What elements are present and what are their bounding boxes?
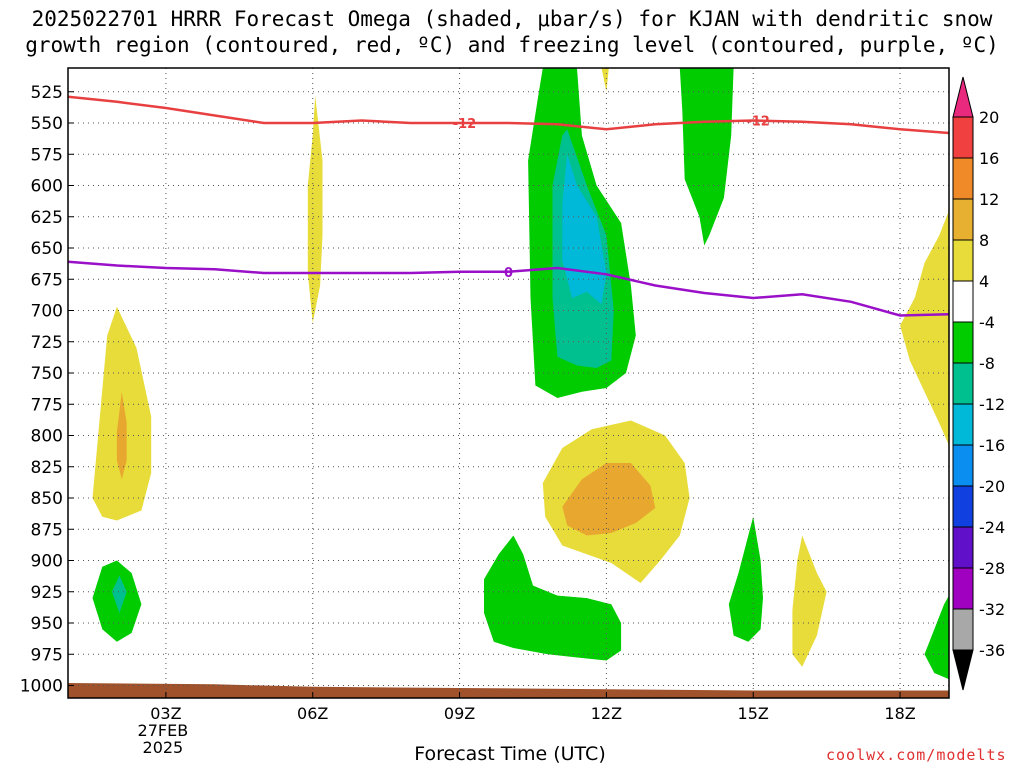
contour-line--12 — [68, 95, 949, 135]
colorbar-label--12: -12 — [979, 395, 1005, 414]
x-tick-label-03Z: 03Z — [150, 704, 181, 723]
omega-region-9 — [562, 154, 607, 305]
contour-label-0: 0 — [504, 266, 513, 281]
omega-region-13 — [484, 535, 622, 661]
omega-region-15 — [728, 516, 763, 642]
x-tick-label-15Z: 15Z — [738, 704, 769, 723]
contour-layer: -12 -12 0 — [68, 95, 949, 317]
colorbar-box-11 — [952, 526, 974, 569]
colorbar-bottom-arrow — [952, 649, 974, 691]
colorbar-label-8: 8 — [979, 231, 989, 250]
x-tick-label-18Z: 18Z — [884, 704, 915, 723]
colorbar-label--32: -32 — [979, 600, 1005, 619]
colorbar-label--4: -4 — [979, 313, 995, 332]
contour-label--12: -12 — [746, 115, 770, 130]
colorbar-box-13 — [952, 608, 974, 651]
y-tick-label-775: 775 — [31, 395, 63, 415]
colorbar-box-2 — [952, 157, 974, 200]
colorbar-label--8: -8 — [979, 354, 995, 373]
colorbar-box-1 — [952, 116, 974, 159]
pressure-axis: 525 550 575 600 625 650 675 700 725 750 775 800 825 8… — [20, 83, 74, 697]
x-tick-label-09Z: 09Z — [444, 704, 475, 723]
y-tick-label-750: 750 — [31, 364, 63, 384]
y-tick-label-950: 950 — [31, 614, 63, 634]
y-tick-label-525: 525 — [31, 83, 63, 103]
y-tick-label-700: 700 — [31, 302, 63, 322]
omega-region-2 — [116, 391, 127, 480]
colorbar-box-3 — [952, 198, 974, 241]
colorbar-top-arrow — [952, 76, 974, 118]
contour-line-0 — [68, 260, 949, 317]
colorbar-label--20: -20 — [979, 477, 1005, 496]
omega-region-18 — [924, 595, 949, 680]
y-tick-label-675: 675 — [31, 270, 63, 290]
contour-label--12: -12 — [453, 117, 477, 132]
colorbar-box-4 — [952, 239, 974, 282]
colorbar-box-5 — [952, 280, 974, 323]
ground-surface — [68, 683, 949, 698]
colorbar-box-8 — [952, 403, 974, 446]
colorbar-box-12 — [952, 567, 974, 610]
y-tick-label-925: 925 — [31, 583, 63, 603]
colorbar-box-6 — [952, 321, 974, 364]
omega-shading-layer — [92, 68, 949, 680]
credit-text: coolwx.com/modelts — [826, 746, 1007, 764]
colorbar-box-9 — [952, 444, 974, 487]
colorbar-box-7 — [952, 362, 974, 405]
y-tick-label-800: 800 — [31, 427, 63, 447]
colorbar-label-12: 12 — [979, 190, 999, 209]
omega-region-10 — [679, 68, 734, 246]
x-tick-sublabel-2025: 2025 — [143, 738, 184, 757]
colorbar-label-20: 20 — [979, 108, 999, 127]
x-tick-label-06Z: 06Z — [297, 704, 328, 723]
colorbar-label-16: 16 — [979, 149, 999, 168]
y-tick-label-900: 900 — [31, 552, 63, 572]
chart-title: 2025022701 HRRR Forecast Omega (shaded, … — [0, 6, 1024, 58]
x-axis-label: Forecast Time (UTC) — [414, 743, 606, 765]
omega-region-12 — [562, 463, 656, 536]
ground-surface-layer — [68, 683, 949, 698]
plot-frame — [67, 67, 950, 699]
omega-region-16 — [792, 535, 827, 667]
omega-region-17 — [900, 210, 949, 446]
y-tick-label-825: 825 — [31, 458, 63, 478]
colorbar-label-4: 4 — [979, 272, 989, 291]
title-line-1: 2025022701 HRRR Forecast Omega (shaded, … — [31, 7, 993, 31]
colorbar: 20 16 12 8 4 -4 -8 -12 -16 -20 -24 -28 -32 -36 — [952, 76, 1005, 691]
y-tick-label-550: 550 — [31, 114, 63, 134]
colorbar-label--16: -16 — [979, 436, 1005, 455]
y-tick-label-725: 725 — [31, 333, 63, 353]
y-tick-label-850: 850 — [31, 489, 63, 509]
y-tick-label-875: 875 — [31, 520, 63, 540]
colorbar-label--24: -24 — [979, 518, 1005, 537]
y-tick-label-650: 650 — [31, 239, 63, 259]
y-tick-label-625: 625 — [31, 208, 63, 228]
omega-region-5 — [307, 95, 323, 323]
omega-region-6 — [601, 68, 609, 92]
y-tick-label-975: 975 — [31, 645, 63, 665]
title-line-2: growth region (contoured, red, ºC) and f… — [25, 33, 999, 57]
y-tick-label-575: 575 — [31, 145, 63, 165]
y-tick-label-600: 600 — [31, 177, 63, 197]
colorbar-label--28: -28 — [979, 559, 1005, 578]
colorbar-box-10 — [952, 485, 974, 528]
colorbar-label--36: -36 — [979, 641, 1005, 660]
y-tick-label-1000: 1000 — [20, 677, 63, 697]
x-tick-sublabel-27FEB: 27FEB — [138, 721, 189, 740]
omega-region-4 — [112, 575, 127, 613]
x-tick-label-12Z: 12Z — [591, 704, 622, 723]
omega-region-14 — [533, 585, 612, 605]
